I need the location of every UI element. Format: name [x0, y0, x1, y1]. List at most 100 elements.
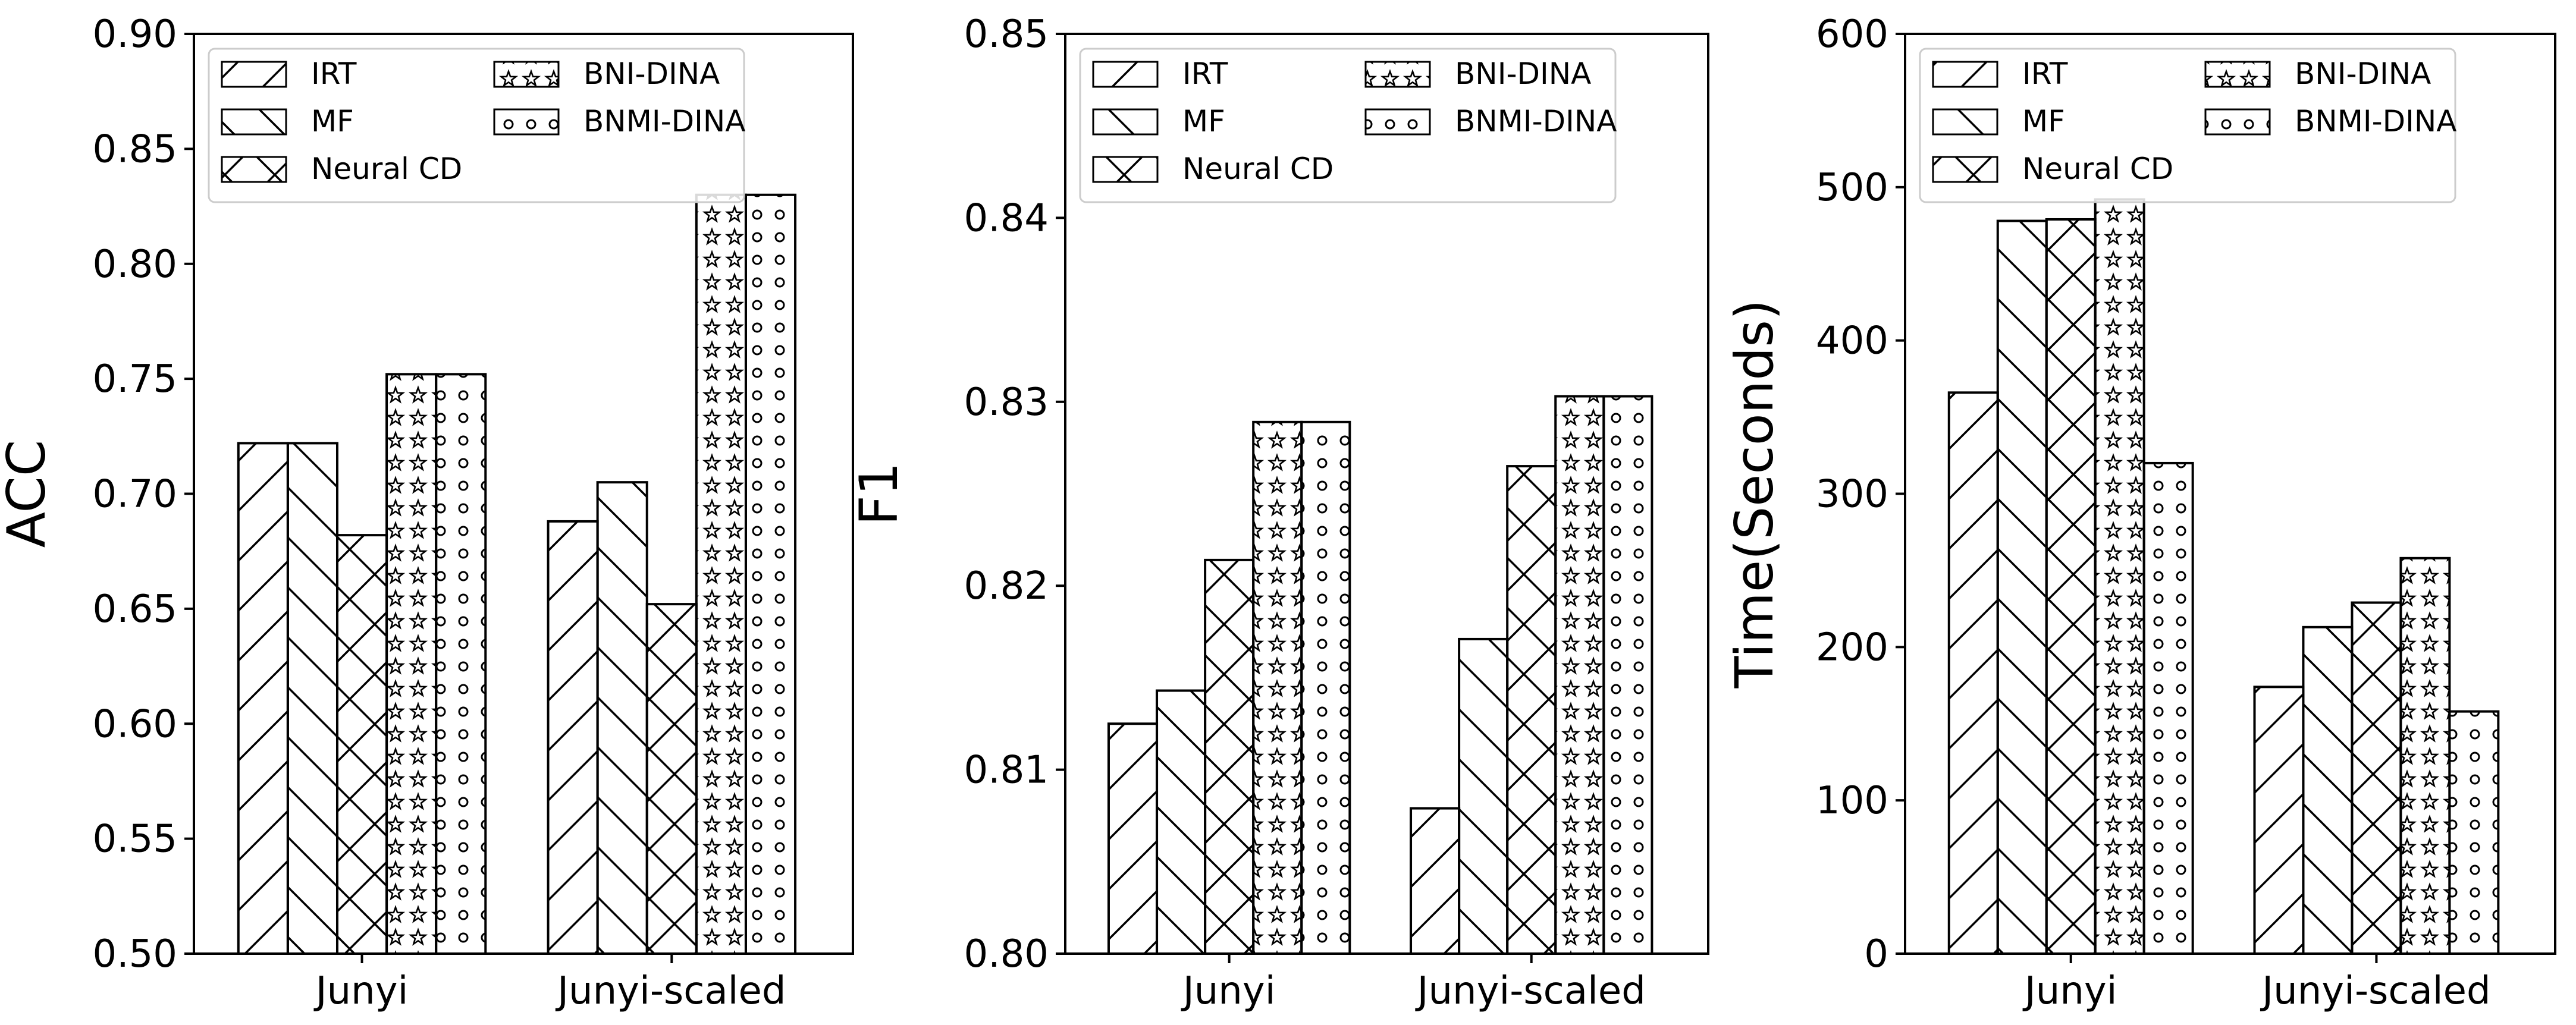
legend-swatch-mf [221, 108, 287, 136]
legend-label-neural-cd: Neural CD [1182, 152, 1334, 186]
y-tick-label: 200 [1816, 625, 1888, 669]
y-tick-label: 0.65 [93, 587, 178, 631]
legend-label-neural-cd: Neural CD [2022, 152, 2173, 186]
bar-bnmi-dina-junyi-scaled [2448, 710, 2500, 955]
legend-swatch-bni-dina [2204, 61, 2271, 88]
x-tick-label: Junyi-scaled [555, 969, 786, 1013]
legend-label-bni-dina: BNI-DINA [2295, 56, 2431, 91]
bar-irt-junyi-scaled [547, 520, 599, 955]
y-tick-label: 100 [1816, 779, 1888, 823]
bar-bnmi-dina-junyi-scaled [744, 193, 797, 955]
x-tick-label: Junyi-scaled [1415, 969, 1646, 1013]
bar-irt-junyi [1947, 391, 1999, 955]
x-tick-label: Junyi [313, 969, 409, 1013]
bar-bni-dina-junyi-scaled [1554, 395, 1605, 955]
y-tick-label: 0.55 [93, 818, 178, 861]
y-tick-label: 0.75 [93, 357, 178, 401]
legend-label-irt: IRT [311, 56, 357, 91]
y-tick-label: 0.80 [964, 932, 1049, 976]
legend-label-bni-dina: BNI-DINA [1455, 56, 1591, 91]
bar-neural-cd-junyi [2045, 218, 2097, 955]
legend-label-bnmi-dina: BNMI-DINA [583, 104, 746, 139]
bar-irt-junyi [237, 442, 289, 955]
y-axis-label: Time(Seconds) [1724, 300, 1785, 689]
bar-bni-dina-junyi [2094, 198, 2145, 955]
legend-label-mf: MF [311, 104, 354, 139]
y-tick-label: 0.50 [93, 932, 178, 976]
bar-mf-junyi-scaled [596, 481, 648, 955]
y-tick-label: 0.85 [964, 12, 1049, 56]
x-tick-label: Junyi [1181, 969, 1276, 1013]
bar-irt-junyi-scaled [1410, 807, 1461, 955]
bar-bnmi-dina-junyi [435, 373, 487, 955]
bar-neural-cd-junyi [1204, 558, 1255, 955]
legend: IRT MF Neural CD BNI-DINA BNMI-DINA [1919, 48, 2457, 203]
y-tick-label: 0 [1864, 932, 1888, 976]
bar-mf-junyi-scaled [1458, 637, 1509, 955]
legend: IRT MF Neural CD BNI-DINA BNMI-DINA [1079, 48, 1617, 203]
legend: IRT MF Neural CD BNI-DINA BNMI-DINA [208, 48, 746, 203]
bar-bnmi-dina-junyi [1300, 420, 1351, 955]
y-tick-label: 0.81 [964, 749, 1049, 793]
y-tick-label: 500 [1816, 166, 1888, 210]
legend-label-mf: MF [1182, 104, 1225, 139]
bar-bni-dina-junyi-scaled [695, 193, 747, 955]
bar-neural-cd-junyi [335, 534, 388, 955]
y-tick-label: 0.90 [93, 12, 178, 56]
bar-mf-junyi [286, 442, 338, 955]
bar-neural-cd-junyi-scaled [2351, 601, 2402, 955]
legend-label-irt: IRT [1182, 56, 1228, 91]
legend-swatch-neural-cd [1092, 156, 1159, 183]
bar-neural-cd-junyi-scaled [1506, 465, 1557, 955]
bar-mf-junyi-scaled [2302, 625, 2354, 955]
y-tick-label: 0.80 [93, 243, 178, 287]
bar-mf-junyi [1996, 219, 2048, 955]
legend-box [1079, 48, 1617, 203]
panel-f1: 0.80 0.81 0.82 0.83 0.84 0.85 Junyi Junyi-scale… [848, 12, 1709, 1013]
axes-frame [1064, 33, 1709, 955]
bar-irt-junyi-scaled [2253, 686, 2305, 955]
y-tick-label: 0.85 [93, 127, 178, 171]
legend-swatch-irt [1092, 61, 1159, 88]
legend-swatch-neural-cd [1932, 156, 1998, 183]
y-axis-label: ACC [0, 440, 57, 548]
bar-irt-junyi [1107, 722, 1159, 955]
legend-box [208, 48, 745, 203]
bar-bni-dina-junyi [385, 373, 438, 955]
legend-label-irt: IRT [2022, 56, 2068, 91]
y-tick-label: 400 [1816, 319, 1888, 363]
y-tick-label: 0.83 [964, 381, 1049, 425]
y-tick-label: 0.70 [93, 473, 178, 517]
legend-swatch-bnmi-dina [493, 108, 560, 136]
bar-bnmi-dina-junyi [2142, 461, 2194, 955]
legend-swatch-neural-cd [221, 156, 287, 183]
bar-neural-cd-junyi-scaled [645, 603, 698, 955]
x-tick-label: Junyi [2022, 969, 2117, 1013]
bar-bnmi-dina-junyi-scaled [1602, 395, 1653, 955]
legend-swatch-mf [1092, 108, 1159, 136]
y-tick-label: 0.84 [964, 196, 1049, 240]
legend-label-bnmi-dina: BNMI-DINA [2295, 104, 2457, 139]
legend-swatch-irt [1932, 61, 1998, 88]
y-axis-label: F1 [848, 462, 909, 526]
legend-swatch-bni-dina [493, 61, 560, 88]
legend-label-bnmi-dina: BNMI-DINA [1455, 104, 1617, 139]
y-tick-label: 300 [1816, 473, 1888, 517]
legend-label-bni-dina: BNI-DINA [583, 56, 720, 91]
y-tick-label: 0.60 [93, 702, 178, 746]
legend-swatch-bni-dina [1364, 61, 1431, 88]
legend-label-mf: MF [2022, 104, 2065, 139]
bar-bni-dina-junyi-scaled [2399, 556, 2451, 955]
panel-acc: 0.50 0.55 0.60 0.65 0.70 0.75 0.80 0.85 0.90 Juny… [0, 12, 854, 1013]
y-tick-label: 600 [1816, 12, 1888, 56]
legend-label-neural-cd: Neural CD [311, 152, 462, 186]
panel-time-seconds: 0 100 200 300 400 500 600 Junyi Junyi-scaled Time… [1724, 12, 2556, 1013]
bar-mf-junyi [1156, 689, 1207, 955]
legend-swatch-mf [1932, 108, 1998, 136]
legend-swatch-bnmi-dina [2204, 108, 2271, 136]
x-tick-label: Junyi-scaled [2260, 969, 2490, 1013]
bar-bni-dina-junyi [1252, 420, 1303, 955]
legend-box [1919, 48, 2456, 203]
y-tick-label: 0.82 [964, 564, 1049, 608]
